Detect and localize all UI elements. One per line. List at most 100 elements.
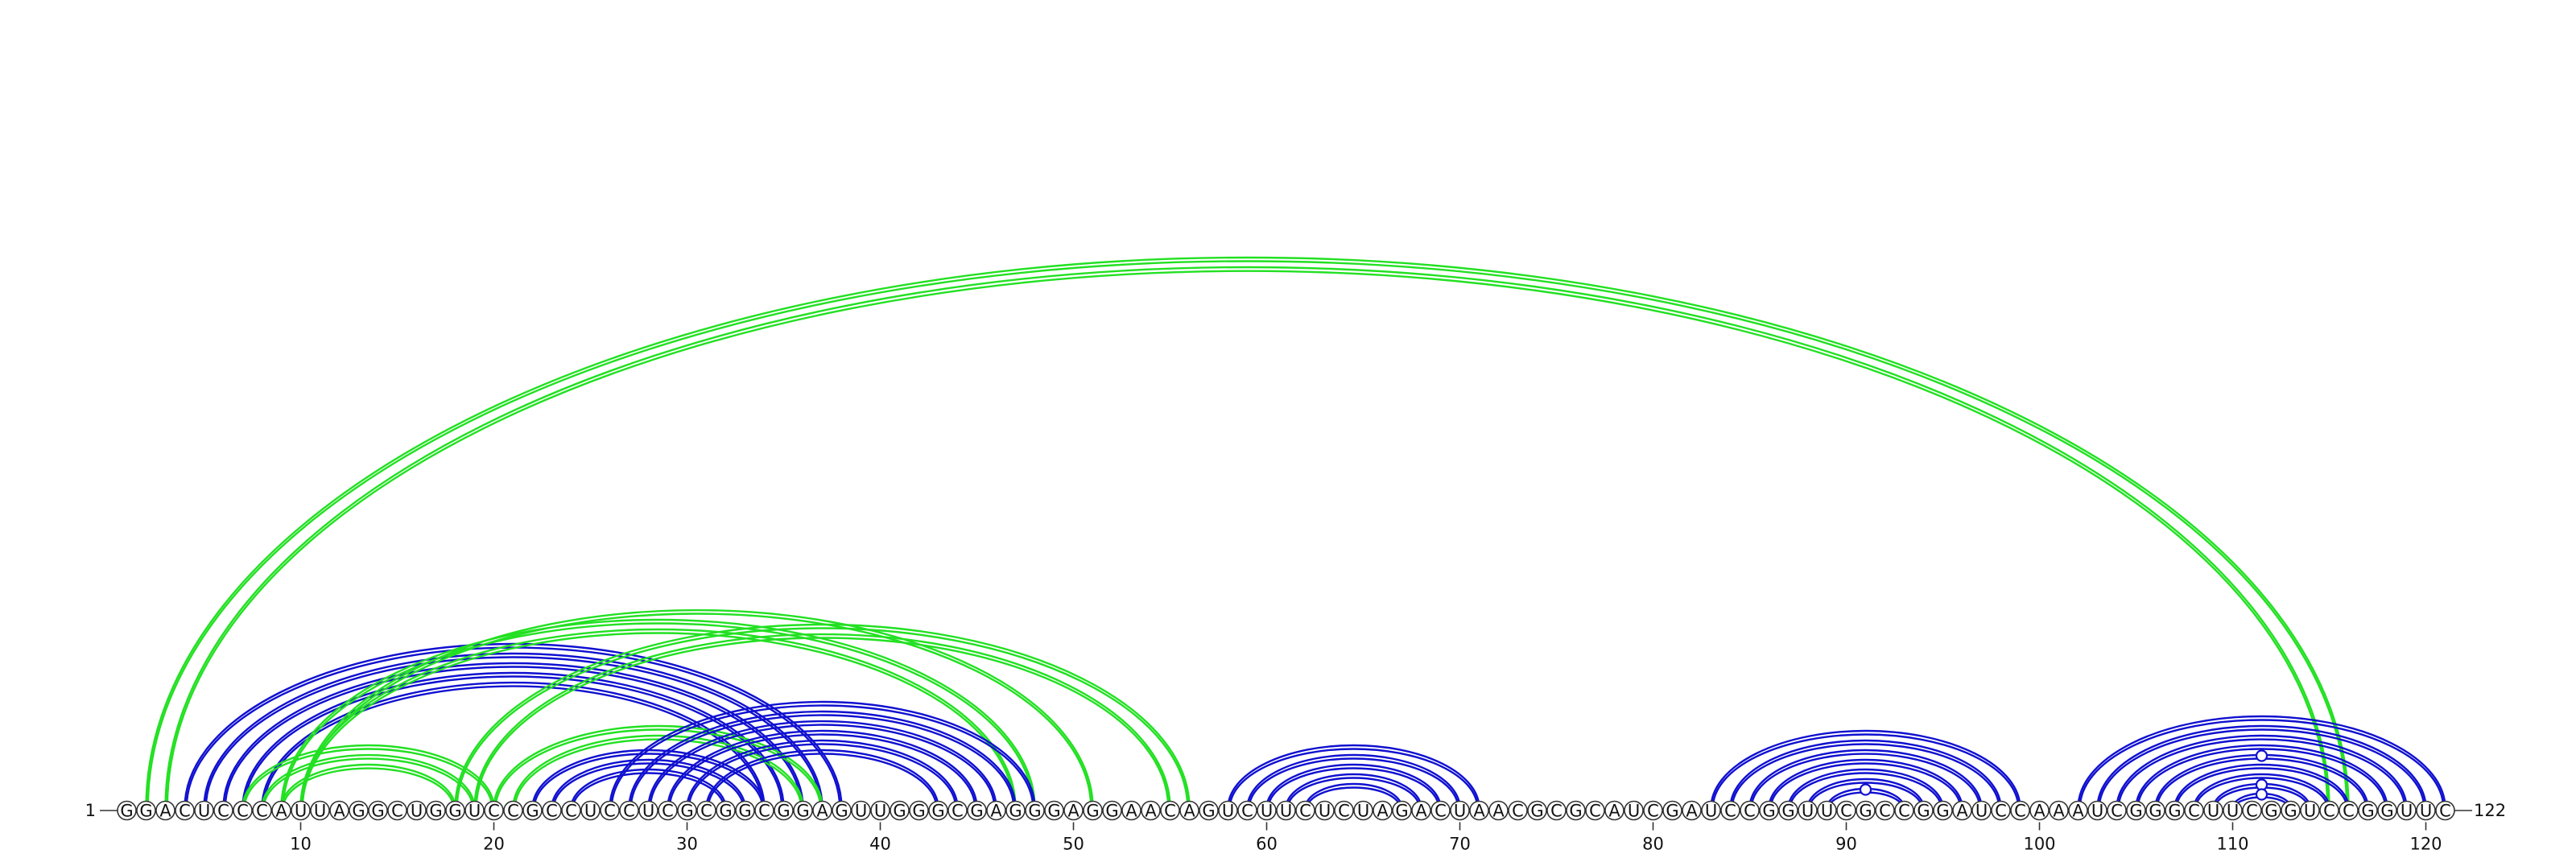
nucleotide-letter: C <box>565 802 577 821</box>
nucleotide-117: G <box>2358 800 2378 821</box>
nucleotide-letter: A <box>159 802 171 821</box>
nucleotide-119: U <box>2396 800 2417 821</box>
nucleotide-letter: G <box>139 802 152 821</box>
nucleotide-letter: G <box>893 802 906 821</box>
nucleotide-letter: G <box>1047 802 1060 821</box>
nucleotide-21: C <box>503 800 523 821</box>
nucleotide-letter: C <box>488 802 500 821</box>
nucleotide-103: U <box>2087 800 2107 821</box>
nucleotide-74: G <box>1527 800 1547 821</box>
nucleotide-letter: G <box>448 802 461 821</box>
nucleotide-letter: U <box>1280 802 1292 821</box>
nucleotide-121: C <box>2435 800 2455 821</box>
nucleotide-47: G <box>1005 800 1026 821</box>
nucleotide-letter: C <box>2111 802 2123 821</box>
nucleotide-46: A <box>986 800 1006 821</box>
axis-tick-label: 30 <box>676 835 698 854</box>
base-pair-arc-102-121 <box>2077 715 2446 809</box>
nucleotide-53: A <box>1121 800 1141 821</box>
nucleotide-letter: A <box>1473 802 1485 821</box>
nucleotide-letter: G <box>912 802 925 821</box>
axis-tick-90: 90 <box>1835 822 1857 854</box>
base-pair-arc-61-68 <box>1285 773 1422 809</box>
nucleotide-letter: A <box>1956 802 1968 821</box>
nucleotide-87: G <box>1778 800 1798 821</box>
nucleotide-letter: C <box>2188 802 2200 821</box>
nucleotide-letter: C <box>1589 802 1601 821</box>
nucleotide-letter: A <box>1145 802 1157 821</box>
nucleotide-99: C <box>2010 800 2030 821</box>
sequence-end-label: 122 <box>2474 801 2506 820</box>
nucleotide-2: G <box>136 800 156 821</box>
nucleotide-letter: U <box>855 802 867 821</box>
nucleotide-letter: C <box>1435 802 1447 821</box>
nucleotide-letter: U <box>1628 802 1640 821</box>
nucleotide-100: A <box>2029 800 2050 821</box>
nucleotide-55: C <box>1160 800 1180 821</box>
nucleotide-letter: U <box>1319 802 1331 821</box>
base-pair-arc-10-51 <box>299 608 1094 809</box>
nucleotide-letter: U <box>1222 802 1234 821</box>
axis-tick-110: 110 <box>2216 822 2249 854</box>
nucleotide-106: G <box>2145 800 2165 821</box>
nucleotide-63: U <box>1315 800 1335 821</box>
base-pair-arc-107-116 <box>2174 763 2350 809</box>
nucleotide-letter: G <box>680 802 693 821</box>
nucleotide-letter: G <box>1762 802 1775 821</box>
nucleotide-letter: C <box>2439 802 2451 821</box>
nucleotide-51: G <box>1083 800 1103 821</box>
base-pair-arc-58-71 <box>1227 744 1480 809</box>
nucleotide-36: G <box>793 800 813 821</box>
nucleotide-letter: G <box>2129 802 2142 821</box>
nucleotide-32: G <box>716 800 736 821</box>
nucleotide-letter: C <box>546 802 558 821</box>
nucleotide-101: A <box>2049 800 2069 821</box>
nucleotide-22: G <box>522 800 543 821</box>
nucleotide-1: G <box>117 800 137 821</box>
base-pair-arc-27-47 <box>628 710 1017 809</box>
nucleotide-letter: G <box>1917 802 1930 821</box>
nucleotide-90: C <box>1836 800 1856 821</box>
base-pair-arc-29-45 <box>667 729 978 809</box>
nucleotide-115: C <box>2319 800 2339 821</box>
base-pair-arc-9-18 <box>280 763 456 809</box>
nucleotide-35: G <box>774 800 794 821</box>
nucleotide-letter: C <box>507 802 519 821</box>
nucleotide-letter: U <box>584 802 597 821</box>
base-pair-arc-31-43 <box>705 749 939 809</box>
base-pair-arc-30-44 <box>686 739 959 809</box>
nucleotide-105: G <box>2126 800 2146 821</box>
nucleotide-letter: A <box>2033 802 2046 821</box>
nucleotide-50: A <box>1063 800 1084 821</box>
arc-marker-106-117 <box>2255 749 2268 762</box>
nucleotide-13: G <box>349 800 369 821</box>
nucleotide-91: G <box>1856 800 1876 821</box>
nucleotide-letter: G <box>1666 802 1678 821</box>
nucleotide-15: C <box>387 800 407 821</box>
nucleotide-letter: C <box>1647 802 1659 821</box>
nucleotide-letter: C <box>623 802 635 821</box>
base-pair-arc-21-36 <box>512 734 804 809</box>
nucleotide-letter: C <box>2343 802 2355 821</box>
nucleotide-120: U <box>2416 800 2436 821</box>
nucleotide-letter: U <box>2420 802 2432 821</box>
base-pair-arc-10-47 <box>299 628 1017 809</box>
nucleotide-75: C <box>1546 800 1567 821</box>
nucleotide-letter: G <box>738 802 751 821</box>
nucleotide-37: A <box>812 800 832 821</box>
nucleotide-82: A <box>1682 800 1702 821</box>
nucleotide-letter: C <box>662 802 674 821</box>
base-pair-arc-3-115 <box>164 266 2330 809</box>
nucleotide-31: C <box>696 800 716 821</box>
axis-tick-label: 100 <box>2023 835 2055 854</box>
nucleotide-letter: U <box>2304 802 2316 821</box>
nucleotide-letter: U <box>642 802 654 821</box>
base-pair-arc-59-70 <box>1246 753 1461 809</box>
nucleotide-letter: G <box>371 802 384 821</box>
nucleotide-letter: C <box>1724 802 1736 821</box>
nucleotide-letter: U <box>2091 802 2103 821</box>
nucleotide-34: C <box>754 800 774 821</box>
nucleotide-56: A <box>1179 800 1199 821</box>
axis-tick-label: 60 <box>1256 835 1278 854</box>
nucleotide-38: G <box>832 800 852 821</box>
